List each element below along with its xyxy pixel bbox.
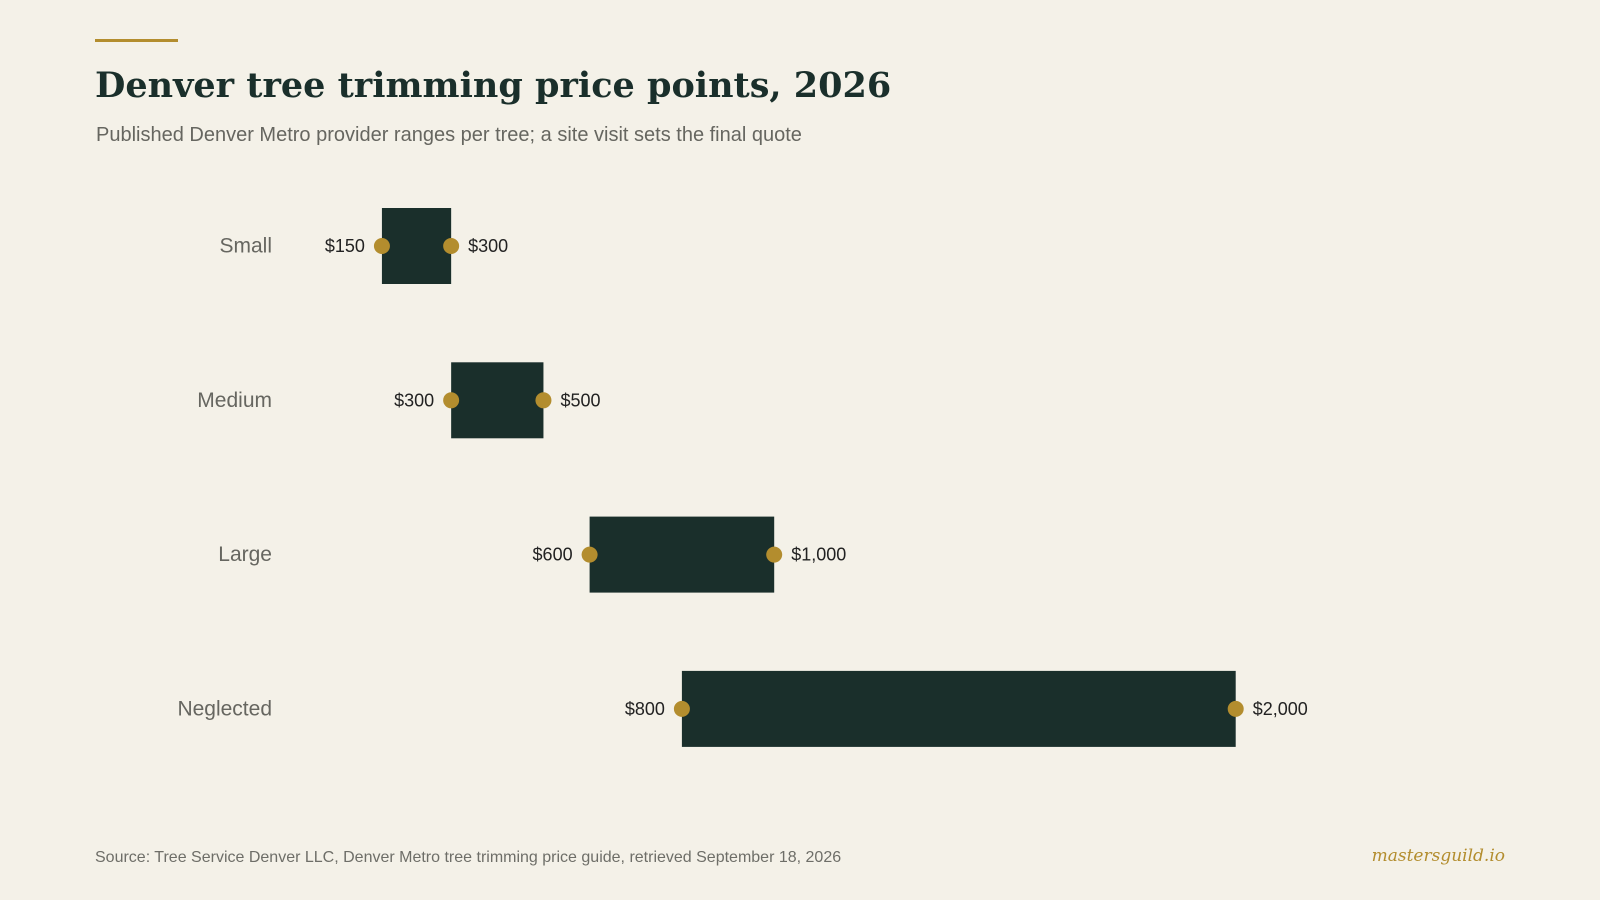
low-marker	[581, 546, 598, 563]
chart-title: Denver tree trimming price points, 2026	[95, 65, 892, 106]
high-value-label: $2,000	[1253, 699, 1308, 719]
low-marker	[443, 392, 460, 409]
low-value-label: $800	[625, 699, 665, 719]
category-label: Large	[218, 543, 272, 566]
range-bar	[589, 516, 775, 593]
high-value-label: $300	[468, 236, 508, 256]
category-label: Neglected	[177, 697, 272, 720]
chart-subtitle: Published Denver Metro provider ranges p…	[96, 124, 802, 146]
high-value-label: $1,000	[791, 545, 846, 565]
low-value-label: $300	[394, 390, 434, 410]
low-value-label: $600	[533, 545, 573, 565]
accent-rule	[95, 39, 178, 42]
category-label: Medium	[197, 389, 272, 412]
brand-wordmark: mastersguild.io	[1371, 846, 1505, 866]
range-bar	[681, 670, 1236, 747]
low-marker	[673, 700, 690, 717]
high-marker	[535, 392, 552, 409]
high-marker	[766, 546, 783, 563]
low-marker	[373, 238, 390, 254]
high-marker	[443, 238, 460, 254]
high-marker	[1227, 700, 1244, 717]
range-bar	[381, 208, 452, 284]
category-label: Small	[219, 235, 272, 258]
source-note: Source: Tree Service Denver LLC, Denver …	[95, 849, 842, 866]
high-value-label: $500	[560, 390, 600, 410]
range-bar	[451, 362, 544, 439]
low-value-label: $150	[325, 236, 365, 256]
